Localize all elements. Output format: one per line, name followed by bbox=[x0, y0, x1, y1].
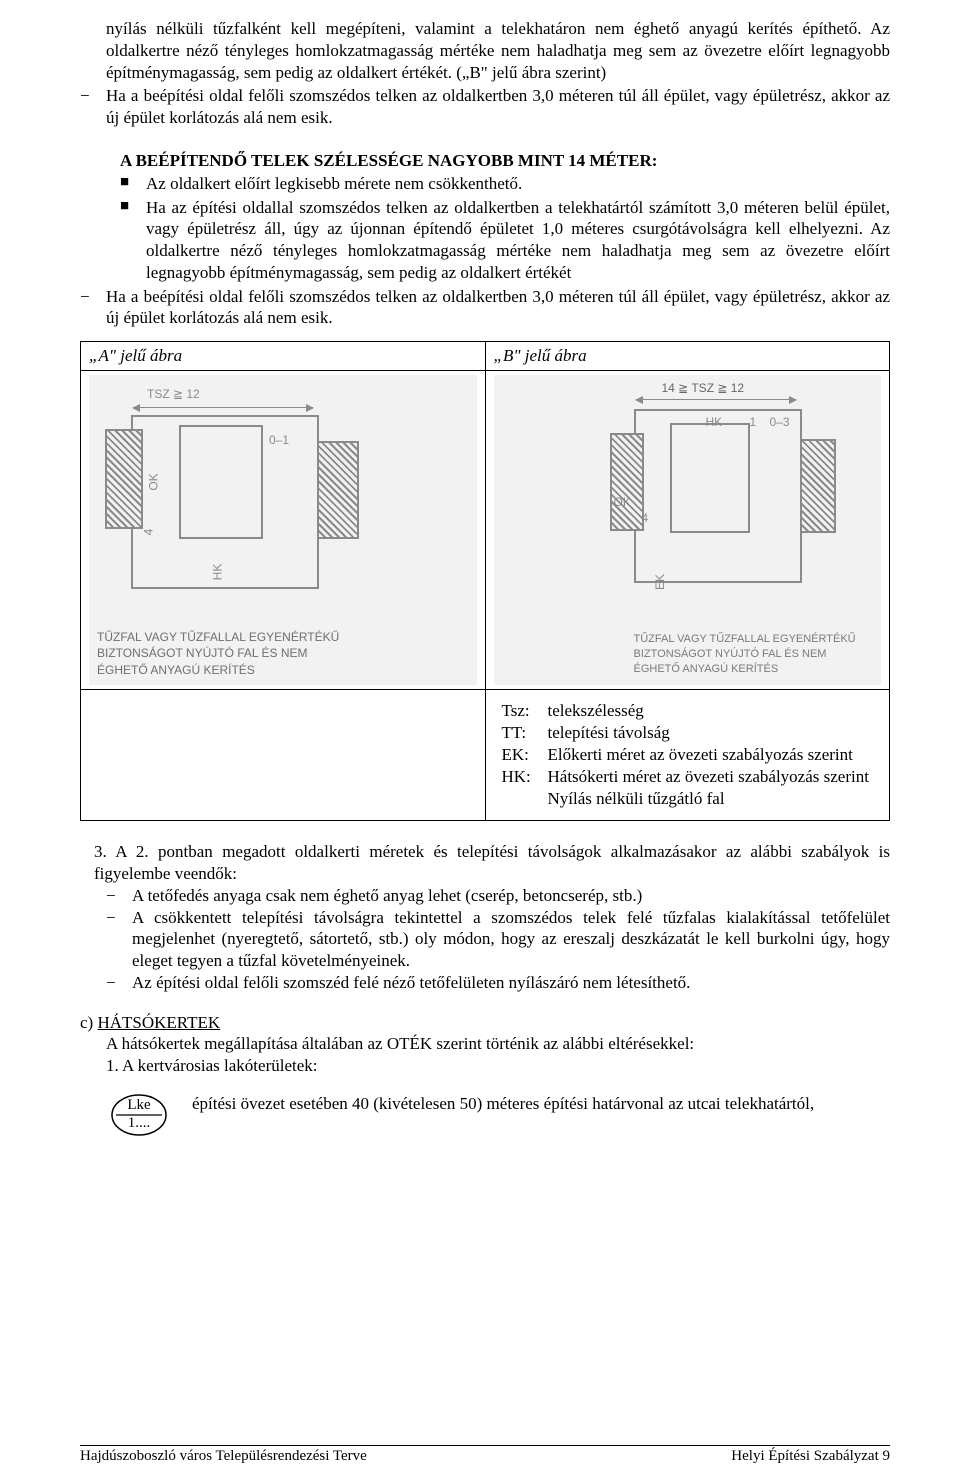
c-text: A hátsókertek megállapítása általában az… bbox=[106, 1033, 890, 1055]
num3-sub-3: − Az építési oldal felőli szomszéd felé … bbox=[106, 972, 890, 994]
dash-item-1: − Ha a beépítési oldal felőli szomszédos… bbox=[80, 85, 890, 129]
legend-val: Nyílás nélküli tűzgátló fal bbox=[548, 788, 874, 810]
square-marker: ■ bbox=[120, 173, 146, 195]
legend-val: telekszélesség bbox=[548, 700, 874, 722]
num3-sub-text: Az építési oldal felőli szomszéd felé né… bbox=[132, 972, 690, 994]
figA-caption: TŰZFAL VAGY TŰZFALLAL EGYENÉRTÉKŰBIZTONS… bbox=[97, 629, 339, 679]
figB-header: „B" jelű ábra bbox=[485, 342, 890, 371]
dash-marker: − bbox=[106, 885, 132, 907]
dash-marker: − bbox=[80, 85, 106, 129]
figB-ek-label: EK bbox=[653, 574, 667, 590]
section-c: c) HÁTSÓKERTEK bbox=[80, 1012, 890, 1034]
sq-item-1: ■ Az oldalkert előírt legkisebb mérete n… bbox=[120, 173, 890, 195]
dash-marker: − bbox=[80, 286, 106, 330]
figB-one-label: 1 bbox=[750, 415, 757, 429]
dash-text-2: Ha a beépítési oldal felőli szomszédos t… bbox=[106, 286, 890, 330]
legend-tt: TT: telepítési távolság bbox=[502, 722, 874, 744]
page-footer: Hajdúszoboszló város Településrendezési … bbox=[80, 1445, 890, 1465]
legend-tsz: Tsz: telekszélesség bbox=[502, 700, 874, 722]
document-page: nyílás nélküli tűzfalként kell megépíten… bbox=[0, 0, 960, 1479]
lke-row: Lke 1.... építési övezet esetében 40 (ki… bbox=[80, 1093, 890, 1137]
figA-center-building bbox=[179, 425, 263, 539]
num3-sub-2: − A csökkentett telepítési távolságra te… bbox=[106, 907, 890, 972]
sq-text-1: Az oldalkert előírt legkisebb mérete nem… bbox=[146, 173, 522, 195]
sq-text-2: Ha az építési oldallal szomszédos telken… bbox=[146, 197, 890, 284]
figB-caption: TŰZFAL VAGY TŰZFALLAL EGYENÉRTÉKŰBIZTONS… bbox=[634, 632, 856, 677]
figure-table: „A" jelű ábra „B" jelű ábra TSZ ≧ 12 bbox=[80, 341, 890, 821]
figB-dim-arrow bbox=[636, 399, 796, 400]
figA-left-building bbox=[105, 429, 143, 529]
square-marker: ■ bbox=[120, 197, 146, 284]
legend-empty-cell bbox=[81, 690, 486, 821]
figA-dim-arrow bbox=[133, 407, 313, 408]
num3-sub-1: − A tetőfedés anyaga csak nem éghető any… bbox=[106, 885, 890, 907]
dash-item-2: − Ha a beépítési oldal felőli szomszédos… bbox=[80, 286, 890, 330]
figA-ok4-label: 4 bbox=[141, 529, 155, 536]
figA-tsz-label: TSZ ≧ 12 bbox=[147, 387, 200, 401]
figA-hk-label: HK bbox=[210, 564, 224, 581]
lke-top-text: Lke bbox=[110, 1097, 168, 1114]
c-label: c) bbox=[80, 1013, 97, 1032]
legend-val: telepítési távolság bbox=[548, 722, 874, 744]
c-title: HÁTSÓKERTEK bbox=[97, 1013, 220, 1032]
lke-bottom-text: 1.... bbox=[110, 1115, 168, 1132]
legend-key: HK: bbox=[502, 766, 548, 788]
num3-sub-text: A tetőfedés anyaga csak nem éghető anyag… bbox=[132, 885, 642, 907]
figA-header: „A" jelű ábra bbox=[81, 342, 486, 371]
figB-hk-label: HK bbox=[706, 415, 723, 429]
figure-a-diagram: TSZ ≧ 12 OK 4 HK 0–1 bbox=[89, 375, 477, 685]
legend-key: EK: bbox=[502, 744, 548, 766]
legend-ek: EK: Előkerti méret az övezeti szabályozá… bbox=[502, 744, 874, 766]
dash-text-1: Ha a beépítési oldal felőli szomszédos t… bbox=[106, 85, 890, 129]
legend-key: Tsz: bbox=[502, 700, 548, 722]
figB-o3-label: 0–3 bbox=[770, 415, 790, 429]
legend-val: Előkerti méret az övezeti szabályozás sz… bbox=[548, 744, 874, 766]
sq-item-2: ■ Ha az építési oldallal szomszédos telk… bbox=[120, 197, 890, 284]
figB-cell: 14 ≧ TSZ ≧ 12 OK 4 HK bbox=[485, 371, 890, 690]
paragraph-intro: nyílás nélküli tűzfalként kell megépíten… bbox=[106, 18, 890, 83]
num3-lead: 3. A 2. pontban megadott oldalkerti mére… bbox=[94, 841, 890, 885]
lke-stamp-icon: Lke 1.... bbox=[110, 1093, 168, 1137]
legend-key bbox=[502, 788, 548, 810]
legend-val: Hátsókerti méret az övezeti szabályozás … bbox=[548, 766, 874, 788]
figB-ok4-label: 4 bbox=[642, 511, 649, 525]
legend-hk: HK: Hátsókerti méret az övezeti szabályo… bbox=[502, 766, 874, 788]
lke-paragraph: építési övezet esetében 40 (kivételesen … bbox=[192, 1093, 890, 1115]
figure-b-diagram: 14 ≧ TSZ ≧ 12 OK 4 HK bbox=[494, 375, 882, 685]
figA-right-building bbox=[317, 441, 359, 539]
footer-left: Hajdúszoboszló város Településrendezési … bbox=[80, 1448, 367, 1465]
figB-left-building bbox=[610, 433, 644, 531]
legend-cell: Tsz: telekszélesség TT: telepítési távol… bbox=[485, 690, 890, 821]
figA-o1-label: 0–1 bbox=[269, 433, 289, 447]
dash-marker: − bbox=[106, 907, 132, 972]
c-sub: 1. A kertvárosias lakóterületek: bbox=[106, 1055, 890, 1077]
figA-ok-label: OK bbox=[147, 473, 161, 490]
num3-sub-text: A csökkentett telepítési távolságra teki… bbox=[132, 907, 890, 972]
heading-14m: A BEÉPÍTENDŐ TELEK SZÉLESSÉGE NAGYOBB MI… bbox=[120, 151, 890, 171]
figB-ok-label: OK bbox=[614, 495, 631, 509]
figB-right-building bbox=[800, 439, 836, 533]
dash-marker: − bbox=[106, 972, 132, 994]
figB-tsz-label: 14 ≧ TSZ ≧ 12 bbox=[662, 381, 745, 395]
legend-key: TT: bbox=[502, 722, 548, 744]
figB-center-building bbox=[670, 423, 750, 533]
figA-cell: TSZ ≧ 12 OK 4 HK 0–1 bbox=[81, 371, 486, 690]
footer-right: Helyi Építési Szabályzat 9 bbox=[731, 1448, 890, 1465]
legend-ny: Nyílás nélküli tűzgátló fal bbox=[502, 788, 874, 810]
